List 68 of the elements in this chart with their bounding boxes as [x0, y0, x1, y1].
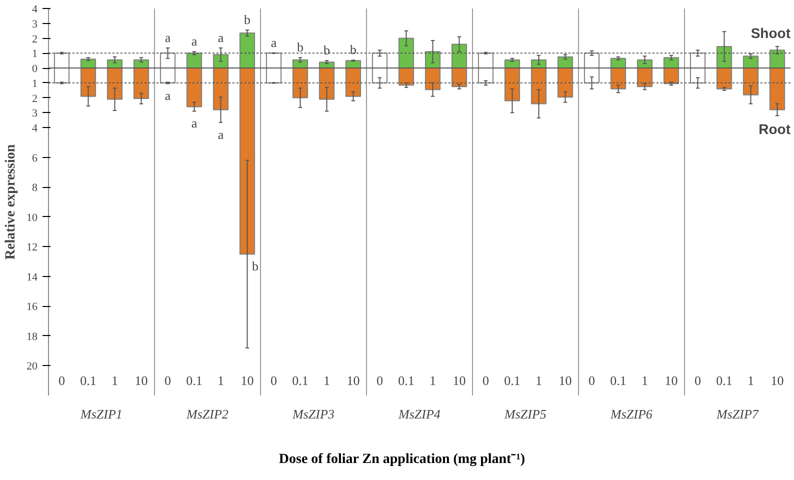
x-tick-label: 0	[694, 373, 701, 388]
y-tick-label: 12	[26, 242, 38, 254]
x-tick-label: 1	[218, 373, 224, 388]
x-tick-label: 10	[240, 373, 254, 388]
x-tick-label: 0.1	[292, 373, 308, 388]
x-tick-label: 10	[346, 373, 360, 388]
data-label: b	[252, 258, 258, 274]
x-tick-label: 10	[134, 373, 148, 388]
x-tick-label: 1	[536, 373, 542, 388]
y-tick-label: 18	[26, 330, 38, 343]
text: MsZIP4	[398, 406, 441, 422]
y-tick-label: 3	[32, 108, 38, 120]
data-label: a	[218, 126, 224, 142]
x-tick-label: 0	[164, 373, 171, 388]
data-label: b	[244, 12, 250, 28]
data-label: a	[191, 116, 198, 131]
x-tick-label: 0	[58, 373, 65, 388]
y-tick-label: 0	[32, 63, 38, 76]
data-label: a	[270, 34, 277, 50]
x-tick-label: 10	[558, 373, 572, 388]
x-tick-label: 1	[748, 373, 754, 388]
x-tick-label: 0	[270, 373, 277, 388]
x-tick-label: 1	[112, 373, 118, 388]
y-tick-label: 1	[32, 48, 38, 60]
data-label: a	[164, 30, 171, 46]
data-label: a	[164, 88, 171, 104]
x-axis-title: Dose of foliar Zn application (mg plant⁻¹)	[278, 451, 526, 469]
text: MsZIP2	[186, 406, 229, 422]
y-tick-label: 4	[32, 4, 38, 16]
y-tick-label: 3	[32, 18, 38, 30]
x-tick-label: 0.1	[398, 373, 414, 388]
x-tick-label: 0	[482, 373, 489, 388]
x-tick-label: 0.1	[80, 373, 96, 388]
y-tick-label: 4	[32, 122, 38, 135]
x-tick-label: 1	[642, 373, 648, 388]
x-tick-label: 0	[588, 373, 595, 388]
data-label: b	[324, 42, 330, 58]
x-tick-label: 10	[770, 373, 784, 388]
text: MsZIP1	[80, 406, 122, 422]
series-label: Root	[758, 121, 791, 138]
x-tick-label: 10	[664, 373, 678, 388]
data-label: b	[297, 40, 304, 55]
text: MsZIP5	[504, 406, 547, 422]
y-tick-label: 1	[32, 78, 38, 90]
text: MsZIP3	[292, 406, 335, 422]
y-tick-label: 20	[26, 360, 38, 373]
x-tick-label: 1	[430, 373, 436, 388]
text: MsZIP7	[716, 406, 759, 422]
x-tick-label: 0.1	[716, 373, 732, 388]
x-tick-label: 0	[376, 373, 383, 388]
data-label: b	[350, 42, 356, 58]
x-tick-label: 0.1	[504, 373, 520, 388]
data-label: a	[191, 34, 198, 49]
y-tick-label: 10	[26, 212, 38, 224]
y-tick-label: 6	[32, 152, 38, 164]
y-tick-label: 16	[26, 301, 38, 314]
x-tick-label: 0.1	[610, 373, 626, 388]
y-axis-title: Relative expression	[4, 144, 18, 260]
y-tick-label: 8	[32, 182, 38, 194]
data-label: a	[218, 30, 224, 46]
x-tick-label: 0.1	[186, 373, 202, 388]
y-tick-label: 14	[26, 271, 38, 284]
x-tick-label: 1	[324, 373, 330, 388]
y-tick-label: 2	[32, 92, 38, 105]
text: MsZIP6	[610, 406, 653, 422]
x-tick-label: 10	[452, 373, 466, 388]
series-label: Shoot	[750, 25, 791, 42]
y-tick-label: 2	[32, 33, 38, 46]
